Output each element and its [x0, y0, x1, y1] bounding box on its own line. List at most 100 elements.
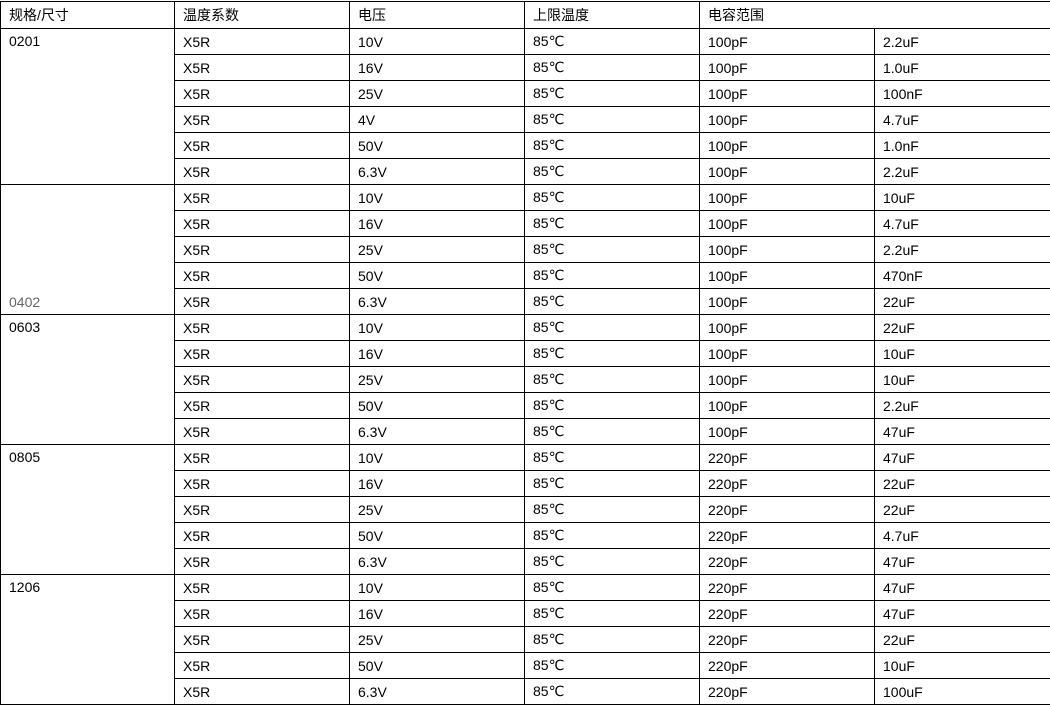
size-cell: 0201 [0, 28, 175, 185]
table-row: X5R 25V 85℃ 220pF 22uF [1, 496, 1050, 523]
voltage-cell: 25V [349, 236, 525, 263]
table-row: 1206 X5R 10V 85℃ 220pF 47uF [0, 574, 1050, 705]
max-temp-cell: 85℃ [524, 626, 700, 653]
table-row: 0201 X5R 10V 85℃ 100pF 2.2uF [0, 28, 1050, 185]
capacitance-min-cell: 100pF [699, 288, 875, 315]
header-temp-coefficient: 温度系数 [174, 1, 350, 29]
temp-coefficient-cell: X5R [174, 314, 350, 341]
temp-coefficient-cell: X5R [174, 652, 350, 679]
capacitance-min-cell: 100pF [699, 340, 875, 367]
table-row: X5R 6.3V 85℃ 100pF 22uF [1, 288, 1050, 315]
temp-coefficient-cell: X5R [174, 444, 350, 471]
capacitance-min-cell: 220pF [699, 522, 875, 549]
voltage-cell: 10V [349, 314, 525, 341]
capacitance-max-cell: 2.2uF [874, 28, 1050, 55]
table-row: 0805 X5R 10V 85℃ 220pF 47uF [0, 444, 1050, 575]
table-row: X5R 6.3V 85℃ 220pF 47uF [1, 548, 1050, 575]
capacitance-min-cell: 100pF [699, 262, 875, 289]
table-row: X5R 50V 85℃ 220pF 4.7uF [1, 522, 1050, 549]
capacitance-max-cell: 100nF [874, 80, 1050, 107]
capacitance-max-cell: 4.7uF [874, 106, 1050, 133]
voltage-cell: 16V [349, 340, 525, 367]
max-temp-cell: 85℃ [524, 80, 700, 107]
header-voltage: 电压 [349, 1, 525, 29]
temp-coefficient-cell: X5R [174, 288, 350, 315]
temp-coefficient-cell: X5R [174, 158, 350, 185]
capacitance-min-cell: 220pF [699, 626, 875, 653]
max-temp-cell: 85℃ [524, 314, 700, 341]
voltage-cell: 6.3V [349, 288, 525, 315]
temp-coefficient-cell: X5R [174, 80, 350, 107]
header-size: 规格/尺寸 [0, 1, 175, 29]
capacitance-min-cell: 220pF [699, 600, 875, 627]
capacitance-min-cell: 220pF [699, 496, 875, 523]
header-capacitance-range: 电容范围 [699, 1, 1050, 29]
capacitance-min-cell: 100pF [699, 80, 875, 107]
capacitance-max-cell: 47uF [874, 548, 1050, 575]
temp-coefficient-cell: X5R [174, 184, 350, 211]
voltage-cell: 16V [349, 54, 525, 81]
max-temp-cell: 85℃ [524, 392, 700, 419]
capacitance-max-cell: 470nF [874, 262, 1050, 289]
table-row: X5R 50V 85℃ 220pF 10uF [1, 652, 1050, 679]
max-temp-cell: 85℃ [524, 548, 700, 575]
max-temp-cell: 85℃ [524, 574, 700, 601]
table-row: X5R 6.3V 85℃ 100pF 47uF [1, 418, 1050, 445]
voltage-cell: 6.3V [349, 678, 525, 705]
temp-coefficient-cell: X5R [174, 418, 350, 445]
table-row: X5R 50V 85℃ 100pF 2.2uF [1, 392, 1050, 419]
voltage-cell: 10V [349, 444, 525, 471]
temp-coefficient-cell: X5R [174, 626, 350, 653]
max-temp-cell: 85℃ [524, 210, 700, 237]
temp-coefficient-cell: X5R [174, 574, 350, 601]
capacitance-max-cell: 22uF [874, 626, 1050, 653]
capacitance-max-cell: 10uF [874, 366, 1050, 393]
capacitance-max-cell: 10uF [874, 184, 1050, 211]
capacitance-max-cell: 2.2uF [874, 158, 1050, 185]
capacitance-max-cell: 100uF [874, 678, 1050, 705]
table-row: X5R 4V 85℃ 100pF 4.7uF [1, 106, 1050, 133]
temp-coefficient-cell: X5R [174, 210, 350, 237]
voltage-cell: 6.3V [349, 158, 525, 185]
table-row: X5R 25V 85℃ 100pF 10uF [1, 366, 1050, 393]
size-cell: 1206 [0, 574, 175, 705]
capacitance-min-cell: 220pF [699, 652, 875, 679]
max-temp-cell: 85℃ [524, 470, 700, 497]
capacitance-max-cell: 10uF [874, 652, 1050, 679]
temp-coefficient-cell: X5R [174, 496, 350, 523]
capacitance-max-cell: 47uF [874, 444, 1050, 471]
voltage-cell: 50V [349, 652, 525, 679]
capacitance-min-cell: 100pF [699, 184, 875, 211]
size-cell: 0603 [0, 314, 175, 445]
voltage-cell: 4V [349, 106, 525, 133]
max-temp-cell: 85℃ [524, 522, 700, 549]
capacitance-max-cell: 2.2uF [874, 392, 1050, 419]
capacitance-min-cell: 220pF [699, 470, 875, 497]
capacitance-max-cell: 4.7uF [874, 210, 1050, 237]
voltage-cell: 50V [349, 522, 525, 549]
table-row: X5R 6.3V 85℃ 220pF 100uF [1, 678, 1050, 705]
table-row: X5R 16V 85℃ 100pF 4.7uF [1, 210, 1050, 237]
table-row: X5R 50V 85℃ 100pF 1.0nF [1, 132, 1050, 159]
capacitance-max-cell: 22uF [874, 288, 1050, 315]
capacitance-max-cell: 22uF [874, 314, 1050, 341]
table-row: 0402 X5R 10V 85℃ 100pF 10uF [0, 184, 1050, 315]
temp-coefficient-cell: X5R [174, 106, 350, 133]
temp-coefficient-cell: X5R [174, 28, 350, 55]
max-temp-cell: 85℃ [524, 418, 700, 445]
capacitance-max-cell: 1.0uF [874, 54, 1050, 81]
capacitance-min-cell: 100pF [699, 314, 875, 341]
voltage-cell: 16V [349, 470, 525, 497]
max-temp-cell: 85℃ [524, 262, 700, 289]
capacitance-max-cell: 47uF [874, 574, 1050, 601]
capacitance-min-cell: 100pF [699, 366, 875, 393]
temp-coefficient-cell: X5R [174, 392, 350, 419]
table-row: X5R 16V 85℃ 100pF 1.0uF [1, 54, 1050, 81]
temp-coefficient-cell: X5R [174, 470, 350, 497]
max-temp-cell: 85℃ [524, 236, 700, 263]
temp-coefficient-cell: X5R [174, 54, 350, 81]
voltage-cell: 25V [349, 496, 525, 523]
voltage-cell: 10V [349, 574, 525, 601]
temp-coefficient-cell: X5R [174, 262, 350, 289]
max-temp-cell: 85℃ [524, 444, 700, 471]
